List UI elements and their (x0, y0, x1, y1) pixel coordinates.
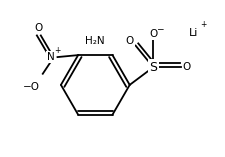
Text: −: − (156, 24, 163, 33)
Text: O: O (125, 36, 133, 46)
Text: O: O (148, 29, 157, 39)
Text: O: O (182, 62, 190, 72)
Text: N: N (47, 52, 54, 62)
Text: Li: Li (188, 28, 197, 38)
Text: O: O (35, 23, 43, 33)
Text: −O: −O (22, 81, 39, 92)
Text: +: + (54, 46, 61, 55)
Text: S: S (149, 61, 157, 74)
Text: +: + (199, 20, 206, 30)
Text: H₂N: H₂N (85, 36, 104, 46)
